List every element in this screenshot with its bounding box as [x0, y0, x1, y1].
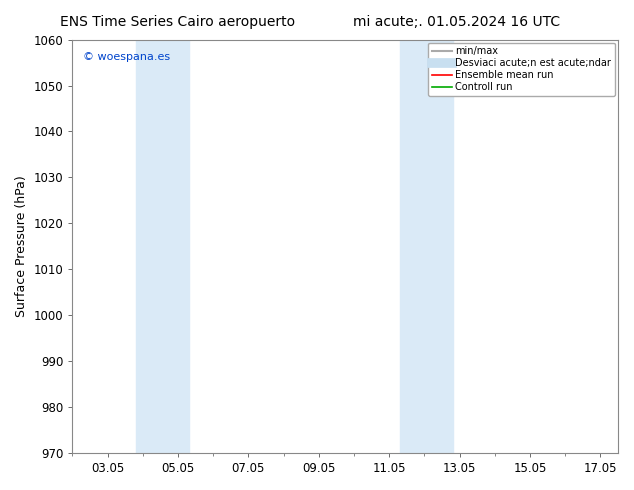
Bar — [400, 40, 453, 453]
Text: mi acute;. 01.05.2024 16 UTC: mi acute;. 01.05.2024 16 UTC — [353, 15, 560, 29]
Legend: min/max, Desviaci acute;n est acute;ndar, Ensemble mean run, Controll run: min/max, Desviaci acute;n est acute;ndar… — [428, 43, 615, 96]
Text: © woespana.es: © woespana.es — [83, 52, 171, 62]
Text: ENS Time Series Cairo aeropuerto: ENS Time Series Cairo aeropuerto — [60, 15, 295, 29]
Y-axis label: Surface Pressure (hPa): Surface Pressure (hPa) — [15, 175, 28, 317]
Bar — [136, 40, 188, 453]
